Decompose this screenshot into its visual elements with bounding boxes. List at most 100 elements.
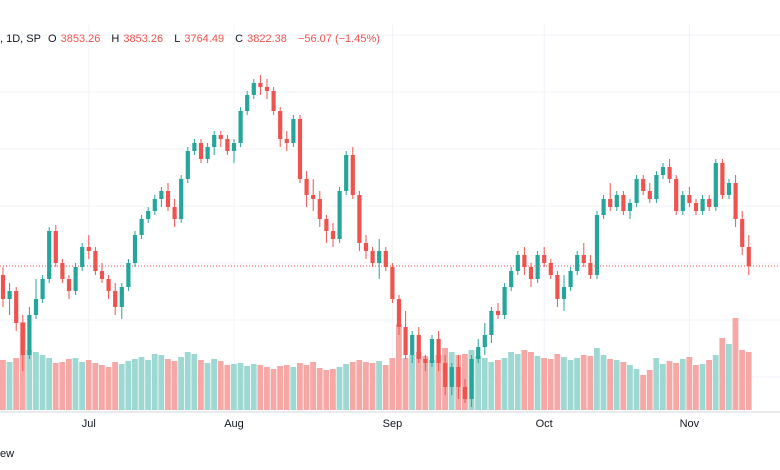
volume-bar [39,355,46,410]
candle-body [469,359,474,399]
candle-body [568,271,573,287]
candle-body [73,267,78,291]
candle-body [245,95,250,111]
candle-body [146,211,151,219]
candle-body [330,231,336,239]
candle-body [502,287,507,315]
candle-body [20,323,25,355]
volume-bar [310,362,316,410]
candle-body [476,347,481,359]
volume-bar [264,367,270,410]
volume-bar [92,363,99,410]
volume-bar [211,359,217,410]
candle-body [284,139,289,143]
candle-body [581,255,586,263]
volume-bar [501,358,508,410]
candle-body [231,143,237,151]
candle-body [456,367,461,387]
volume-bar [270,369,277,410]
volume-bar [402,358,409,410]
candle-body [311,195,316,199]
candle-body [396,299,402,327]
candle-body [535,255,540,279]
candle-body [159,191,164,199]
candle-body [238,111,243,143]
volume-bar [640,375,646,410]
candle-body [660,167,666,175]
candle-body [647,191,652,199]
volume-bar [297,363,303,410]
volume-bar [561,357,567,410]
candle-body [218,135,223,139]
volume-bar [336,367,343,410]
close-value: C 3822.38 [235,33,287,45]
candle-body [344,155,349,191]
x-tick-label: Sep [383,418,403,430]
high-value: H 3853.26 [111,33,164,45]
volume-bar [554,354,561,410]
candle-body [337,191,342,239]
volume-bar [409,355,415,410]
volume-bar [99,365,105,410]
candle-body [561,287,567,299]
candles [0,75,751,407]
volume-bar [145,360,151,410]
volume-bar [600,355,607,410]
volume-bar [547,359,554,410]
volume-bar [422,356,429,410]
candle-body [132,235,138,263]
volume-bar [198,360,204,410]
candle-body [627,203,633,211]
candle-body [40,279,45,299]
candle-body [258,83,263,87]
candle-body [740,219,745,247]
volume-bar [732,318,739,410]
x-tick-label: Nov [680,418,700,430]
candle-body [251,83,256,95]
volume-bar [277,366,283,410]
volume-bar [26,350,33,410]
x-tick-label: Oct [536,418,553,430]
candle-body [423,359,428,363]
candle-body [449,367,454,387]
volume-bar [699,364,706,410]
candle-body [264,87,270,91]
volume-bar [574,358,580,410]
candle-body [555,275,560,299]
candle-body [515,255,520,271]
candle-body [429,339,435,363]
candle-body [66,279,72,291]
candle-body [462,387,468,399]
volume-bar [290,367,297,410]
candle-body [594,215,600,275]
volume-bar [59,362,66,410]
candle-body [99,271,105,279]
candle-body [317,199,322,219]
candle-body [687,195,692,203]
volume-bar [706,360,712,410]
volume-bar [112,362,118,410]
volume-bar [330,369,336,410]
candle-body [172,207,177,219]
candle-body [522,255,527,267]
volume-bar [13,358,19,410]
volume-bar [343,364,349,410]
x-tick-label: Aug [224,418,244,430]
candle-body [33,299,39,315]
candle-body [363,243,369,251]
volume-bar [6,362,13,410]
candle-body [621,195,626,211]
volume-bar [587,356,594,410]
candle-body [185,151,190,179]
candle-body [713,163,718,207]
candle-body [489,311,494,335]
candle-body [179,179,184,219]
candle-body [60,263,65,279]
volume-bar [257,365,264,410]
footer-text: ew [0,448,15,460]
candle-body [601,199,606,215]
volume-bar [178,357,184,410]
volume-bar [475,356,481,410]
candle-body [634,179,639,203]
volume-bar [171,361,178,410]
